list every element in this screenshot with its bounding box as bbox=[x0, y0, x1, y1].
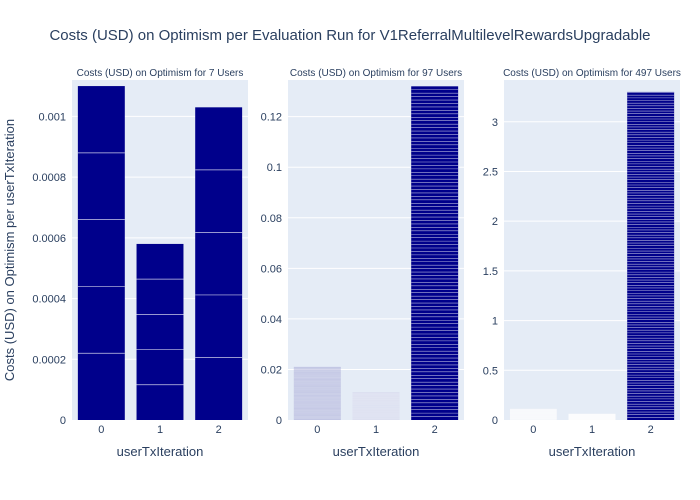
y-tick-label: 0.04 bbox=[261, 314, 282, 326]
y-tick-label: 2 bbox=[492, 216, 498, 228]
y-tick-label: 0.12 bbox=[261, 112, 282, 124]
x-axis-title: userTxIteration bbox=[117, 444, 204, 459]
subplot-2: 0 0.02 0.04 0.06 0.08 0.1 0.12 0 1 2 Costs (USD) o… bbox=[261, 68, 464, 459]
bar-fill bbox=[77, 86, 125, 421]
y-tick-label: 0.001 bbox=[38, 111, 66, 123]
subplot-1: 0 0.0002 0.0004 0.0006 0.0008 0.001 0 1 2 Costs (… bbox=[32, 68, 248, 459]
x-axis-title: userTxIteration bbox=[333, 444, 420, 459]
y-tick-label: 0 bbox=[492, 415, 498, 427]
bar-fill bbox=[411, 86, 459, 420]
y-tick-label: 0.0004 bbox=[32, 294, 66, 306]
bar-0[interactable] bbox=[509, 408, 557, 421]
bar-fill bbox=[568, 414, 616, 420]
bar-fill bbox=[627, 91, 675, 421]
y-tick-label: 0.06 bbox=[261, 263, 282, 275]
bar-0[interactable] bbox=[77, 86, 125, 421]
bar-2[interactable] bbox=[411, 86, 459, 420]
bar-fill bbox=[509, 409, 557, 420]
y-tick-label: 1.5 bbox=[483, 266, 498, 278]
x-tick-label: 1 bbox=[373, 424, 379, 436]
x-tick-label: 2 bbox=[648, 424, 654, 436]
x-tick-label: 1 bbox=[589, 424, 595, 436]
y-axis-title: Costs (USD) on Optimism per userTxIterat… bbox=[2, 119, 17, 381]
chart-title: Costs (USD) on Optimism per Evaluation R… bbox=[49, 27, 650, 44]
bar-2[interactable] bbox=[627, 91, 675, 421]
subplot-3: 0 0.5 1 1.5 2 2.5 3 0 1 2 Costs (USD) on Optimism … bbox=[483, 68, 681, 459]
x-tick-label: 2 bbox=[216, 424, 222, 436]
y-tick-label: 0.1 bbox=[267, 162, 282, 174]
bar-1[interactable] bbox=[136, 243, 184, 420]
y-tick-label: 0.02 bbox=[261, 364, 282, 376]
y-tick-label: 3 bbox=[492, 117, 498, 129]
subplot-title: Costs (USD) on Optimism for 497 Users bbox=[503, 68, 681, 79]
y-tick-label: 0.0002 bbox=[32, 354, 66, 366]
bar-1[interactable] bbox=[568, 413, 616, 421]
y-tick-label: 1 bbox=[492, 316, 498, 328]
y-tick-label: 0 bbox=[276, 415, 282, 427]
y-tick-label: 0.0006 bbox=[32, 233, 66, 245]
y-tick-label: 0 bbox=[60, 415, 66, 427]
y-tick-label: 0.08 bbox=[261, 213, 282, 225]
bar-fill bbox=[352, 392, 400, 420]
bar-1[interactable] bbox=[352, 392, 400, 421]
y-tick-label: 0.5 bbox=[483, 365, 498, 377]
x-axis-title: userTxIteration bbox=[549, 444, 636, 459]
bar-2[interactable] bbox=[195, 107, 243, 421]
x-tick-label: 0 bbox=[98, 424, 104, 436]
subplot-title: Costs (USD) on Optimism for 97 Users bbox=[290, 68, 462, 79]
x-tick-label: 2 bbox=[432, 424, 438, 436]
subplot-title: Costs (USD) on Optimism for 7 Users bbox=[77, 68, 244, 79]
y-tick-label: 2.5 bbox=[483, 166, 498, 178]
y-tick-label: 0.0008 bbox=[32, 172, 66, 184]
x-tick-label: 0 bbox=[530, 424, 536, 436]
subplot-panels: 0 0.0002 0.0004 0.0006 0.0008 0.001 0 1 2 Costs (… bbox=[32, 68, 681, 459]
x-tick-label: 1 bbox=[157, 424, 163, 436]
bar-fill bbox=[195, 107, 243, 421]
bar-fill bbox=[293, 366, 341, 420]
x-tick-label: 0 bbox=[314, 424, 320, 436]
bar-fill bbox=[136, 243, 184, 420]
bar-0[interactable] bbox=[293, 366, 341, 420]
